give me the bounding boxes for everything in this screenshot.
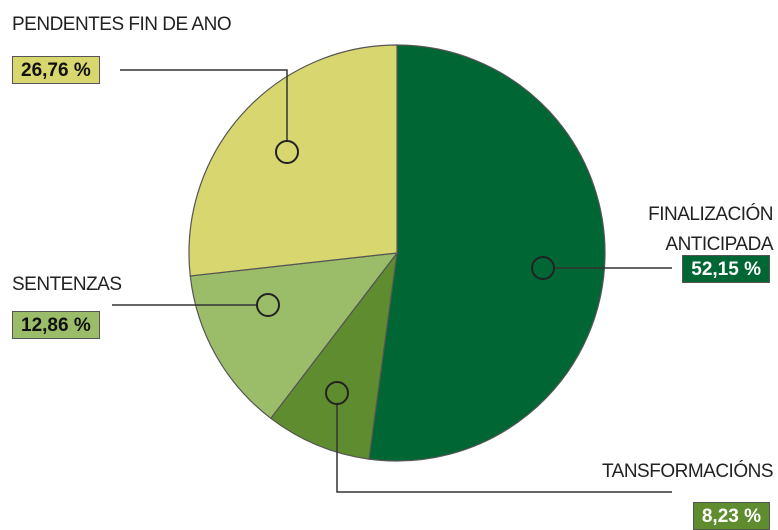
leader-dot (256, 293, 280, 317)
leader-dot (325, 381, 349, 405)
value-label: 12,86 % (12, 311, 100, 339)
slice-label: FINALIZACIÓN ANTICIPADA (648, 204, 773, 255)
leader-dot (531, 256, 555, 280)
slice-label: PENDENTES FIN DE ANO (12, 14, 232, 35)
pie-slice (269, 250, 398, 460)
value-label: 26,76 % (12, 56, 100, 84)
leader-dot (275, 140, 299, 164)
slice-label: TANSFORMACIÓNS (601, 461, 774, 482)
pie-slice (368, 44, 606, 462)
leader-line (336, 404, 672, 493)
slice-label: SENTENZAS (12, 274, 122, 295)
pie-slice (189, 252, 399, 420)
value-label: 8,23 % (692, 502, 770, 530)
leader-line (120, 69, 288, 141)
value-label: 52,15 % (682, 255, 770, 283)
